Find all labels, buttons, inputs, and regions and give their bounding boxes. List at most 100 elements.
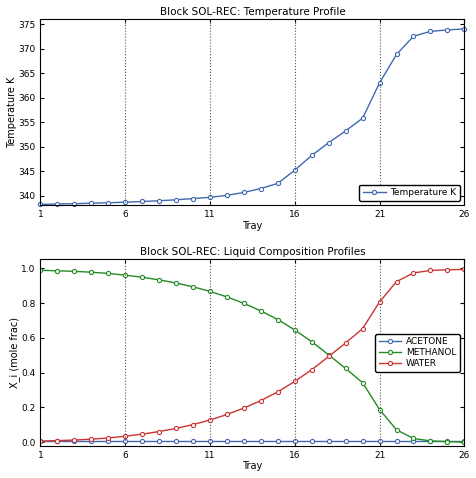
Temperature K xyxy=(224,193,229,198)
WATER xyxy=(426,268,432,273)
WATER xyxy=(156,429,162,435)
Title: Block SOL-REC: Liquid Composition Profiles: Block SOL-REC: Liquid Composition Profil… xyxy=(139,247,365,257)
METHANOL xyxy=(207,289,212,294)
METHANOL xyxy=(426,438,432,444)
ACETONE xyxy=(274,439,280,445)
Temperature K xyxy=(122,199,128,205)
Temperature K xyxy=(38,202,43,207)
METHANOL xyxy=(190,284,196,290)
WATER xyxy=(190,422,196,427)
Line: Temperature K: Temperature K xyxy=(38,27,466,206)
METHANOL xyxy=(88,269,94,275)
Temperature K xyxy=(190,196,196,201)
ACETONE xyxy=(291,439,297,445)
WATER xyxy=(325,354,331,359)
METHANOL xyxy=(173,280,178,286)
ACETONE xyxy=(325,439,331,445)
METHANOL xyxy=(393,427,398,433)
METHANOL xyxy=(122,272,128,278)
Y-axis label: Temperature K: Temperature K xyxy=(7,76,17,148)
WATER xyxy=(38,438,43,444)
X-axis label: Tray: Tray xyxy=(242,461,262,471)
Temperature K xyxy=(156,198,162,204)
WATER xyxy=(308,367,314,372)
METHANOL xyxy=(240,301,246,306)
METHANOL xyxy=(258,308,263,314)
Temperature K xyxy=(426,29,432,34)
ACETONE xyxy=(71,439,77,445)
ACETONE xyxy=(342,439,348,445)
WATER xyxy=(410,270,416,276)
METHANOL xyxy=(156,277,162,283)
WATER xyxy=(71,437,77,443)
ACETONE xyxy=(258,439,263,445)
ACETONE xyxy=(156,439,162,445)
METHANOL xyxy=(342,366,348,371)
METHANOL xyxy=(444,439,449,445)
Temperature K xyxy=(173,197,178,203)
X-axis label: Tray: Tray xyxy=(242,221,262,231)
Line: ACETONE: ACETONE xyxy=(38,439,466,444)
WATER xyxy=(122,434,128,439)
Temperature K xyxy=(291,167,297,173)
Y-axis label: X_i (mole frac): X_i (mole frac) xyxy=(9,317,20,388)
ACETONE xyxy=(308,439,314,445)
ACETONE xyxy=(224,439,229,445)
Temperature K xyxy=(376,80,382,86)
Temperature K xyxy=(139,199,145,205)
Temperature K xyxy=(54,201,60,207)
Temperature K xyxy=(308,152,314,158)
ACETONE xyxy=(410,439,416,445)
WATER xyxy=(359,326,365,331)
ACETONE xyxy=(461,439,466,445)
Temperature K xyxy=(325,140,331,145)
METHANOL xyxy=(38,267,43,273)
Temperature K xyxy=(444,27,449,33)
Temperature K xyxy=(410,33,416,39)
METHANOL xyxy=(376,407,382,413)
ACETONE xyxy=(88,439,94,445)
ACETONE xyxy=(376,439,382,445)
WATER xyxy=(207,417,212,423)
ACETONE xyxy=(190,439,196,445)
Legend: Temperature K: Temperature K xyxy=(359,185,459,201)
Temperature K xyxy=(105,200,111,206)
WATER xyxy=(88,436,94,442)
METHANOL xyxy=(359,380,365,386)
ACETONE xyxy=(444,439,449,445)
Legend: ACETONE, METHANOL, WATER: ACETONE, METHANOL, WATER xyxy=(375,334,459,371)
METHANOL xyxy=(461,439,466,445)
WATER xyxy=(224,412,229,417)
METHANOL xyxy=(274,317,280,323)
ACETONE xyxy=(139,439,145,445)
METHANOL xyxy=(308,339,314,345)
WATER xyxy=(342,340,348,346)
Temperature K xyxy=(393,52,398,57)
ACETONE xyxy=(426,439,432,445)
WATER xyxy=(393,279,398,284)
WATER xyxy=(139,431,145,437)
Temperature K xyxy=(258,185,263,191)
WATER xyxy=(461,267,466,272)
WATER xyxy=(376,299,382,304)
WATER xyxy=(444,267,449,272)
Temperature K xyxy=(88,200,94,206)
WATER xyxy=(258,398,263,403)
ACETONE xyxy=(207,439,212,445)
ACETONE xyxy=(359,439,365,445)
ACETONE xyxy=(393,439,398,445)
ACETONE xyxy=(240,439,246,445)
WATER xyxy=(274,389,280,395)
METHANOL xyxy=(54,268,60,274)
METHANOL xyxy=(410,435,416,441)
METHANOL xyxy=(71,269,77,274)
METHANOL xyxy=(139,274,145,280)
METHANOL xyxy=(105,271,111,276)
Temperature K xyxy=(461,26,466,32)
Temperature K xyxy=(274,181,280,186)
Temperature K xyxy=(240,190,246,196)
Line: METHANOL: METHANOL xyxy=(38,268,466,444)
WATER xyxy=(54,438,60,444)
ACETONE xyxy=(38,439,43,445)
METHANOL xyxy=(291,327,297,333)
